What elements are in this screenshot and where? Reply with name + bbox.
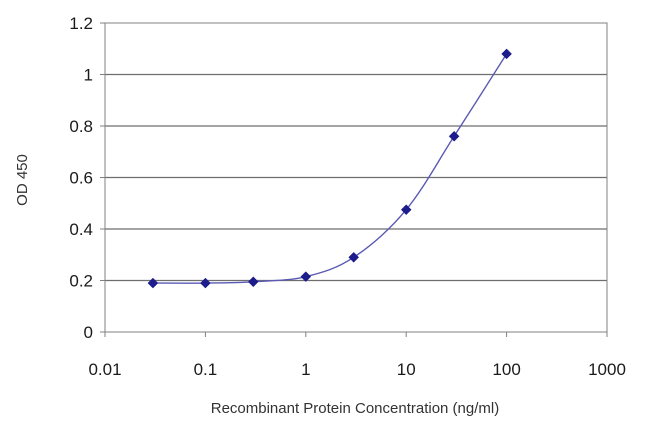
data-point [300, 271, 312, 282]
y-tick-label: 0.4 [69, 220, 93, 239]
data-point [501, 48, 512, 60]
x-tick-label: 0.1 [194, 360, 218, 379]
x-tick-label: 0.01 [88, 360, 121, 379]
x-tick-label: 1 [301, 360, 310, 379]
data-points [147, 48, 512, 289]
y-tick-label: 1 [84, 66, 93, 85]
y-tick-label: 0 [84, 323, 93, 342]
data-point [247, 276, 259, 288]
data-point [147, 277, 159, 289]
x-tick-label: 10 [397, 360, 416, 379]
y-tick-label: 0.8 [69, 117, 93, 136]
gridlines [105, 73, 607, 282]
y-axis-title: OD 450 [14, 154, 31, 206]
y-tick-label: 1.2 [69, 14, 93, 33]
x-axis: 0.01 0.1 1 10 100 1000 [88, 332, 626, 379]
data-point [348, 251, 360, 263]
x-axis-title: Recombinant Protein Concentration (ng/ml… [211, 400, 499, 417]
data-point [200, 277, 211, 289]
y-axis: 0 0.2 0.4 0.6 0.8 1 1.2 [69, 14, 105, 342]
data-point [400, 204, 412, 216]
data-point [448, 130, 460, 142]
x-tick-label: 100 [492, 360, 520, 379]
y-tick-label: 0.6 [69, 169, 93, 188]
series-curve [152, 53, 508, 284]
x-tick-label: 1000 [588, 360, 626, 379]
y-tick-label: 0.2 [69, 272, 93, 291]
